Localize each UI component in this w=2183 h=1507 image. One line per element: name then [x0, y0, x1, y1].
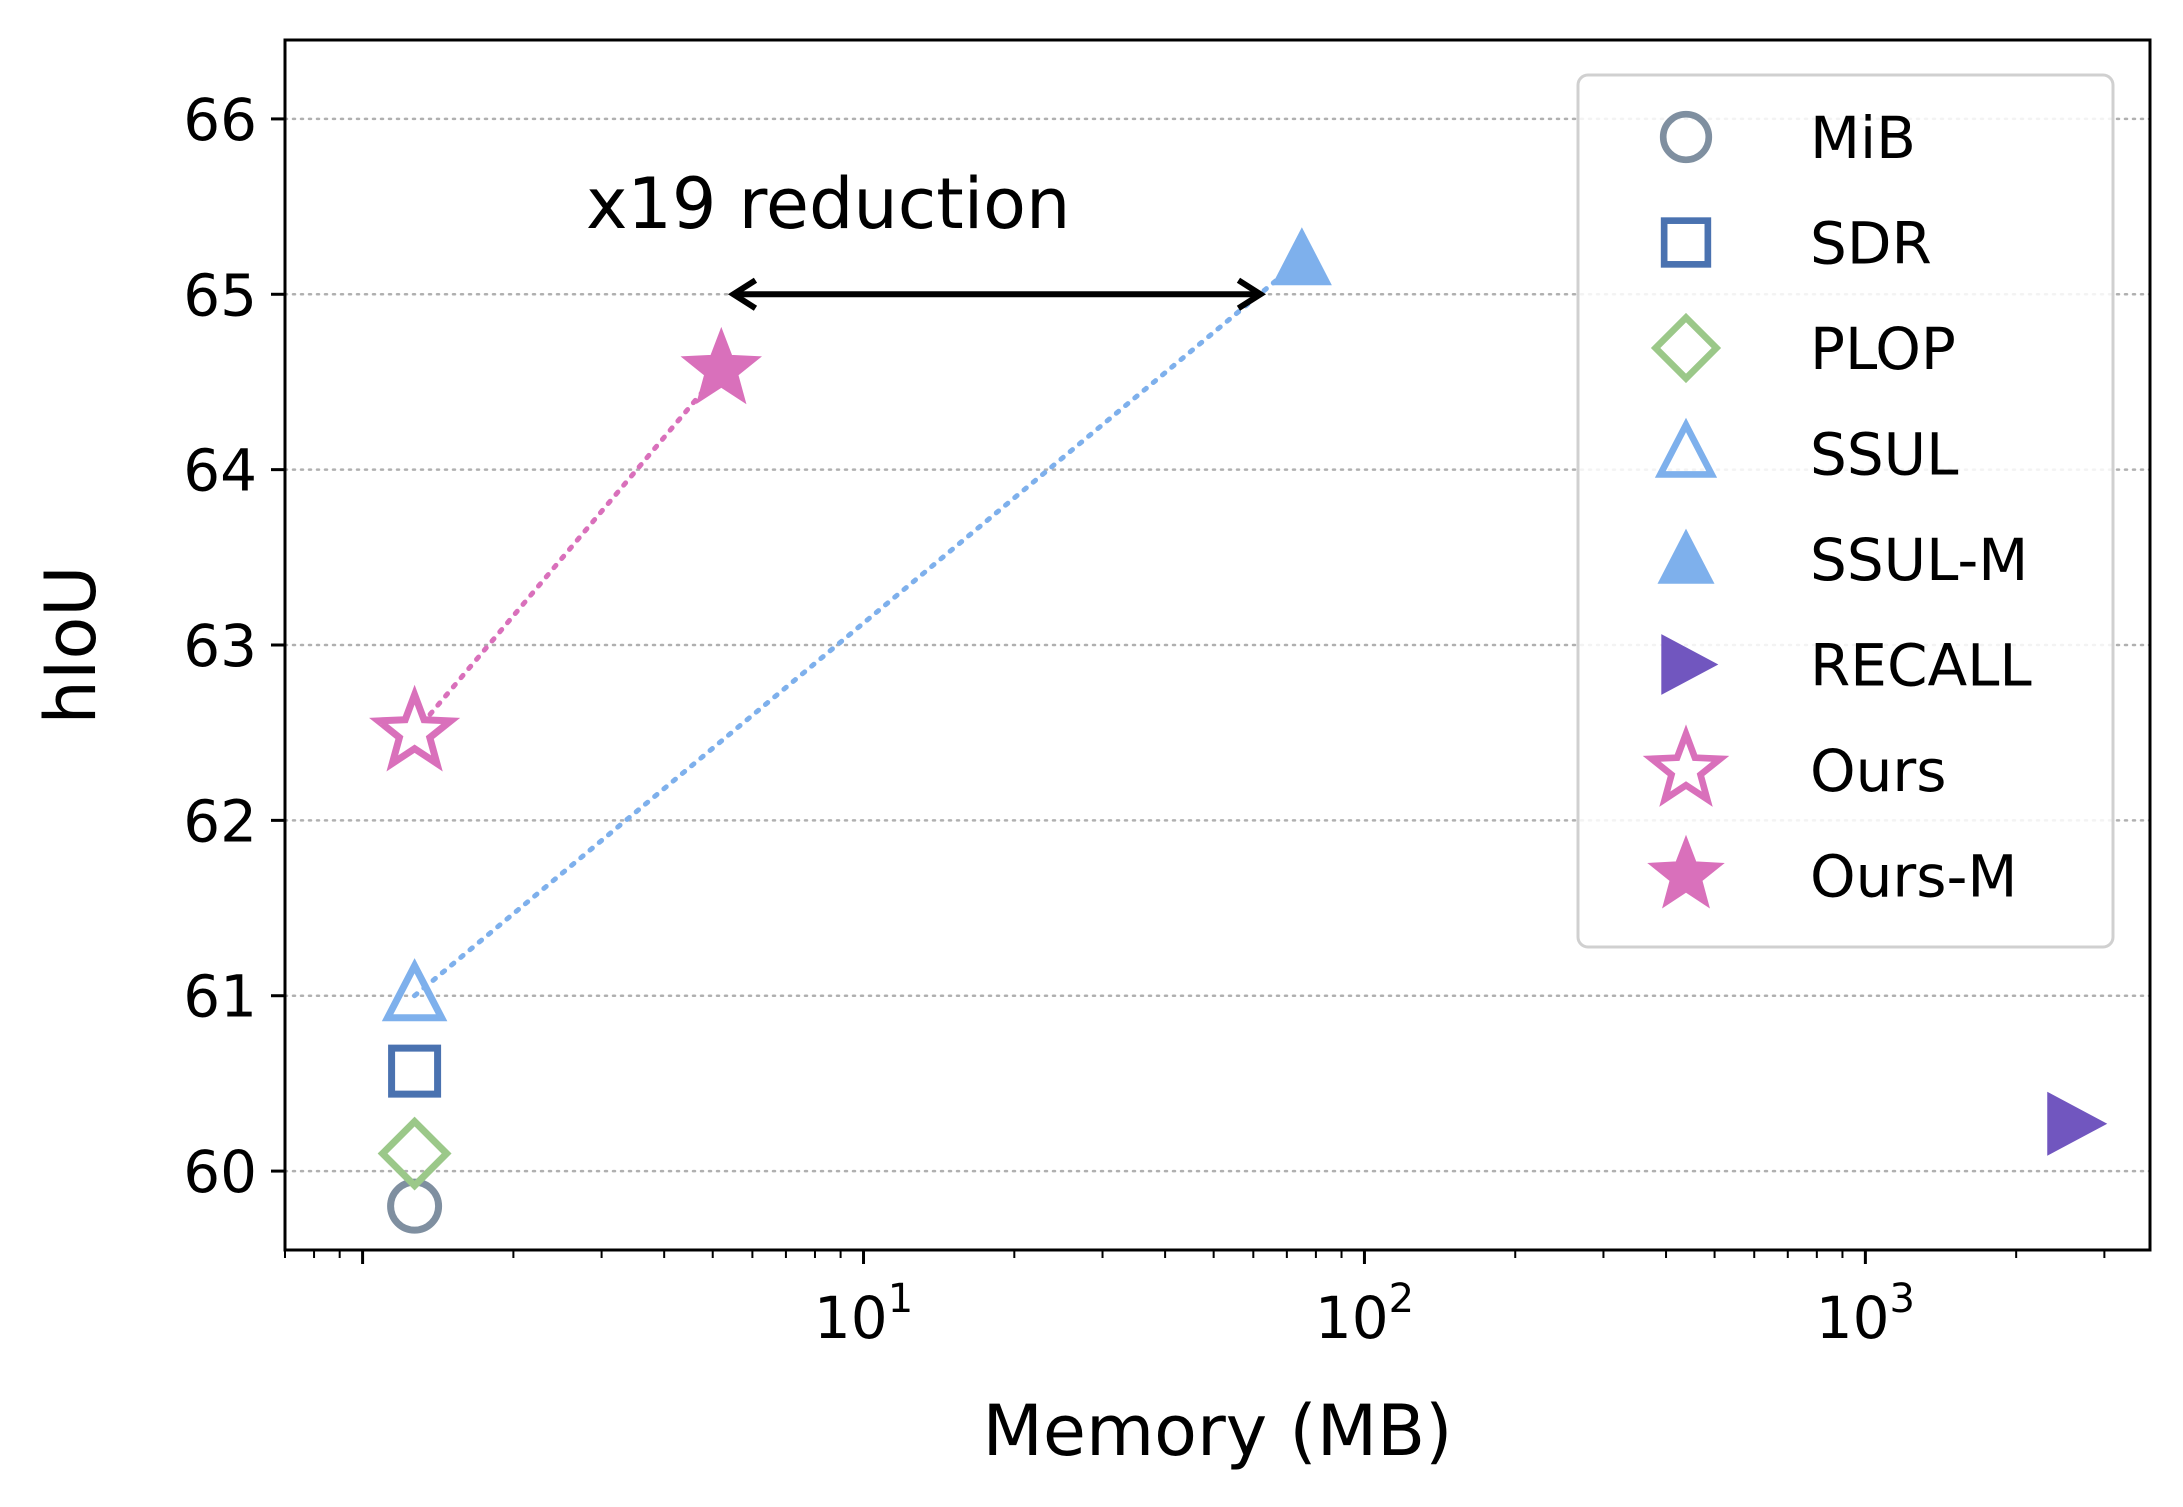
x-tick-label: 101 — [814, 1276, 913, 1352]
legend-marker-ssul-m — [1657, 528, 1715, 584]
y-tick-label: 64 — [183, 437, 257, 505]
legend: MiB SDR PLOP SSUL SSUL-M RECALL Ours Ours-M — [1576, 73, 2115, 949]
x-axis-label: Memory (MB) — [983, 1390, 1453, 1472]
legend-marker-ssul — [1654, 417, 1718, 478]
y-tick-label: 62 — [183, 787, 257, 855]
legend-marker-mib — [1659, 110, 1713, 164]
legend-marker-ours-m — [1647, 834, 1725, 909]
legend-marker-ours — [1642, 724, 1730, 807]
legend-label: Ours-M — [1810, 843, 2017, 911]
marker-recall — [2047, 1091, 2108, 1156]
x-tick-label: 102 — [1315, 1276, 1414, 1352]
annotation-text: x19 reduction — [586, 163, 1070, 245]
legend-label: SSUL — [1810, 421, 1958, 489]
marker-plop — [377, 1116, 452, 1191]
x-axis-ticks: 101 102 103 — [284, 1250, 2106, 1352]
connector-line — [412, 256, 1305, 999]
connector-line — [412, 367, 724, 736]
legend-label: Ours — [1810, 737, 1946, 805]
y-tick-label: 61 — [183, 963, 257, 1031]
y-tick-label: 63 — [183, 612, 257, 680]
legend-label: SDR — [1810, 210, 1932, 278]
y-axis-label: hIoU — [30, 565, 112, 724]
y-tick-label: 66 — [183, 86, 257, 154]
annotation-group: x19 reduction — [586, 163, 1267, 311]
legend-label: PLOP — [1810, 315, 1956, 383]
marker-ours — [369, 684, 461, 772]
legend-label: MiB — [1810, 104, 1916, 172]
legend-box — [1576, 73, 2115, 949]
x-tick-label: 103 — [1816, 1276, 1915, 1352]
legend-marker-sdr — [1660, 217, 1712, 268]
legend-marker-recall — [1661, 634, 1719, 695]
annotation-arrowhead-left — [727, 277, 758, 311]
marker-sdr — [388, 1044, 442, 1098]
y-tick-label: 60 — [183, 1138, 257, 1206]
data-markers — [369, 227, 2108, 1234]
legend-label: RECALL — [1810, 632, 2032, 700]
marker-ssul-m — [1271, 227, 1332, 286]
y-axis-ticks: 60 61 62 63 64 65 66 — [183, 86, 285, 1206]
legend-label: SSUL-M — [1810, 526, 2028, 594]
marker-ssul — [381, 958, 448, 1022]
y-tick-label: 65 — [183, 261, 257, 329]
connector-lines — [412, 256, 1305, 999]
marker-ours-m — [680, 326, 762, 405]
legend-marker-plop — [1650, 312, 1722, 384]
annotation-arrowhead-right — [1236, 277, 1267, 311]
